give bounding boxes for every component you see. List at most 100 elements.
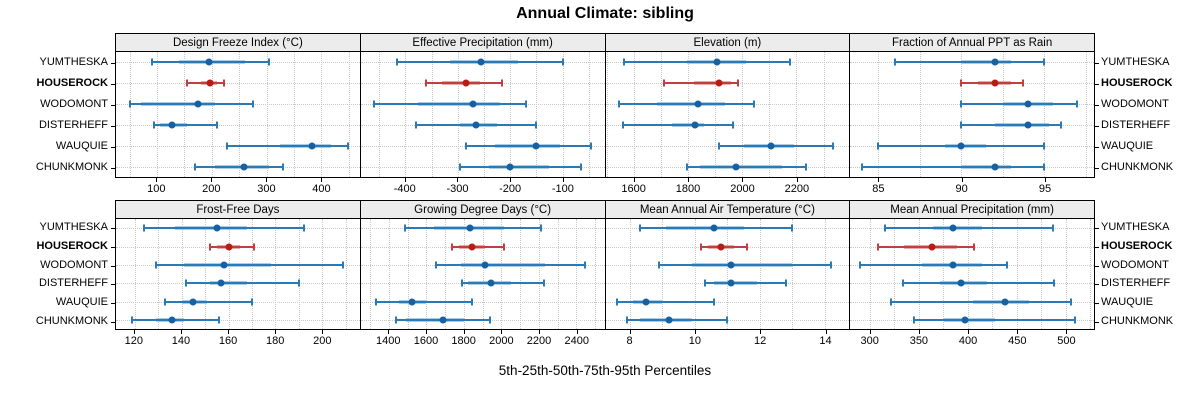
whisker-cap: [128, 100, 131, 108]
whisker-cap: [1052, 279, 1055, 287]
whisker-cap: [860, 163, 863, 171]
gridline: [576, 219, 578, 329]
site-label-houserock: HOUSEROCK: [1101, 76, 1173, 89]
whisker-cap: [1043, 142, 1046, 150]
whisker-line: [624, 61, 790, 64]
axis-tick: [633, 178, 635, 182]
site-label-wodomont: WODOMONT: [40, 258, 108, 271]
median-dot: [506, 163, 514, 171]
axis-tick: [968, 330, 970, 334]
gridline: [426, 219, 428, 329]
whisker-line: [704, 282, 786, 285]
gridline: [878, 52, 880, 177]
gridline: [483, 52, 485, 177]
whisker-cap: [832, 142, 834, 150]
median-dot: [694, 100, 702, 108]
axis-tick-label: 180: [266, 335, 285, 347]
gridline: [321, 52, 323, 177]
panel-row-1: Frost-Free Days Growing Degree Days (°C) M…: [111, 200, 1099, 330]
gridline: [1085, 52, 1087, 177]
median-dot: [991, 163, 998, 171]
axis-tick: [1066, 330, 1068, 334]
median-dot: [732, 163, 739, 171]
median-dot: [213, 224, 221, 232]
whisker-cap: [471, 298, 474, 305]
whisker-cap: [282, 163, 285, 171]
row-tick: [111, 104, 115, 106]
whisker-line: [861, 165, 1045, 168]
gridline: [606, 52, 608, 177]
strip-title: Mean Annual Air Temperature (°C): [605, 201, 850, 219]
whisker-cap: [250, 298, 253, 305]
plot-area: [116, 219, 360, 329]
whisker-cap: [960, 121, 963, 129]
whisker-cap: [459, 163, 462, 171]
whisker-cap: [425, 79, 428, 87]
whisker-cap: [186, 79, 189, 87]
whisker-cap: [788, 58, 791, 66]
median-dot: [462, 79, 470, 87]
gridline: [918, 219, 920, 329]
gridline: [792, 219, 794, 329]
gridline: [769, 52, 771, 177]
median-dot: [408, 298, 416, 305]
row-tick: [1095, 247, 1099, 248]
panel: Growing Degree Days (°C): [359, 201, 605, 329]
axis-tick: [266, 178, 268, 182]
median-dot: [481, 261, 489, 269]
axis-tick-label: 90: [955, 183, 968, 195]
axis-tick-label: -400: [393, 183, 416, 195]
median-dot: [168, 316, 176, 324]
site-label-disterheff: DISTERHEFF: [38, 119, 108, 132]
axis-tick: [961, 178, 963, 182]
axis-tick: [425, 330, 427, 334]
strip-title: Growing Degree Days (°C): [360, 201, 605, 219]
plot-area: [116, 52, 360, 177]
whisker-cap: [396, 58, 399, 66]
gridline: [345, 219, 347, 329]
whisker-cap: [894, 58, 897, 66]
whisker-cap: [489, 316, 492, 324]
row-tick: [1095, 265, 1099, 267]
gridline: [294, 52, 296, 177]
whisker-cap: [662, 79, 665, 87]
site-label-wauquie: WAUQUIE: [1101, 140, 1154, 153]
whisker-cap: [414, 121, 417, 129]
panel: Design Freeze Index (°C): [116, 34, 360, 177]
axis-tick-label: 200: [202, 183, 221, 195]
whisker-cap: [623, 58, 626, 66]
median-dot: [949, 261, 957, 269]
gridline: [181, 219, 183, 329]
axis-tick: [742, 178, 744, 182]
axis-tick-label: 85: [872, 183, 885, 195]
gridline: [1065, 219, 1067, 329]
whisker-cap: [658, 261, 661, 269]
panel-row-0: Design Freeze Index (°C) Effective Precip…: [111, 33, 1099, 178]
axis-tick-label: 400: [312, 183, 331, 195]
whisker-line: [961, 103, 1078, 106]
row-tick: [111, 147, 115, 149]
row-tick: [1095, 126, 1099, 128]
whisker-cap: [590, 142, 593, 150]
axis-tick: [180, 330, 182, 334]
gridline: [562, 52, 564, 177]
whisker-cap: [1005, 261, 1008, 269]
gridline: [370, 219, 372, 329]
axis-panel: 1600 1800 2000 2200: [605, 178, 850, 200]
median-dot: [957, 279, 965, 287]
axis-tick-label: 2200: [526, 335, 552, 347]
whisker-line: [884, 227, 1053, 230]
gridline: [536, 52, 538, 177]
row-tick: [1095, 168, 1099, 170]
whisker-line: [373, 103, 526, 106]
row-tick: [111, 284, 115, 286]
gridline: [588, 52, 590, 177]
whisker-line: [435, 263, 585, 266]
panel: Effective Precipitation (mm): [359, 34, 605, 177]
axis-tick-label: 400: [958, 335, 978, 347]
axis-tick-label: 1600: [621, 183, 646, 195]
axis-tick-label: 1600: [413, 335, 439, 347]
whisker-cap: [804, 163, 807, 171]
whisker-line: [877, 245, 974, 248]
median-dot: [308, 142, 316, 150]
